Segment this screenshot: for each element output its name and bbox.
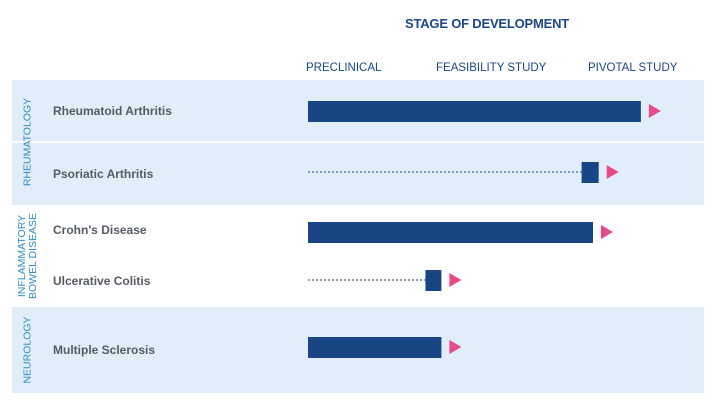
row-label-psoriatic-arthritis: Psoriatic Arthritis bbox=[53, 167, 154, 181]
bar-rheumatoid-arthritis bbox=[308, 101, 641, 122]
row-label-rheumatoid-arthritis: Rheumatoid Arthritis bbox=[53, 104, 172, 118]
arrow-ulcerative-colitis bbox=[449, 273, 462, 287]
bar-crohn-s-disease bbox=[308, 222, 593, 243]
arrow-multiple-sclerosis bbox=[449, 340, 462, 354]
arrow-psoriatic-arthritis bbox=[606, 165, 619, 179]
row-label-ulcerative-colitis: Ulcerative Colitis bbox=[53, 274, 151, 288]
bar-ulcerative-colitis bbox=[425, 270, 442, 291]
band-separator bbox=[12, 141, 704, 143]
row-label-multiple-sclerosis: Multiple Sclerosis bbox=[53, 343, 156, 357]
stage-label-preclinical: PRECLINICAL bbox=[306, 62, 382, 74]
bar-multiple-sclerosis bbox=[308, 337, 442, 358]
arrow-crohn-s-disease bbox=[601, 225, 613, 239]
arrow-rheumatoid-arthritis bbox=[648, 104, 661, 118]
stage-label-pivotal: PIVOTAL STUDY bbox=[588, 62, 678, 74]
chart-title: STAGE OF DEVELOPMENT bbox=[405, 16, 570, 31]
bar-psoriatic-arthritis bbox=[581, 162, 599, 183]
stage-label-feasibility: FEASIBILITY STUDY bbox=[436, 62, 547, 74]
row-label-crohns-disease: Crohn's Disease bbox=[53, 223, 147, 237]
